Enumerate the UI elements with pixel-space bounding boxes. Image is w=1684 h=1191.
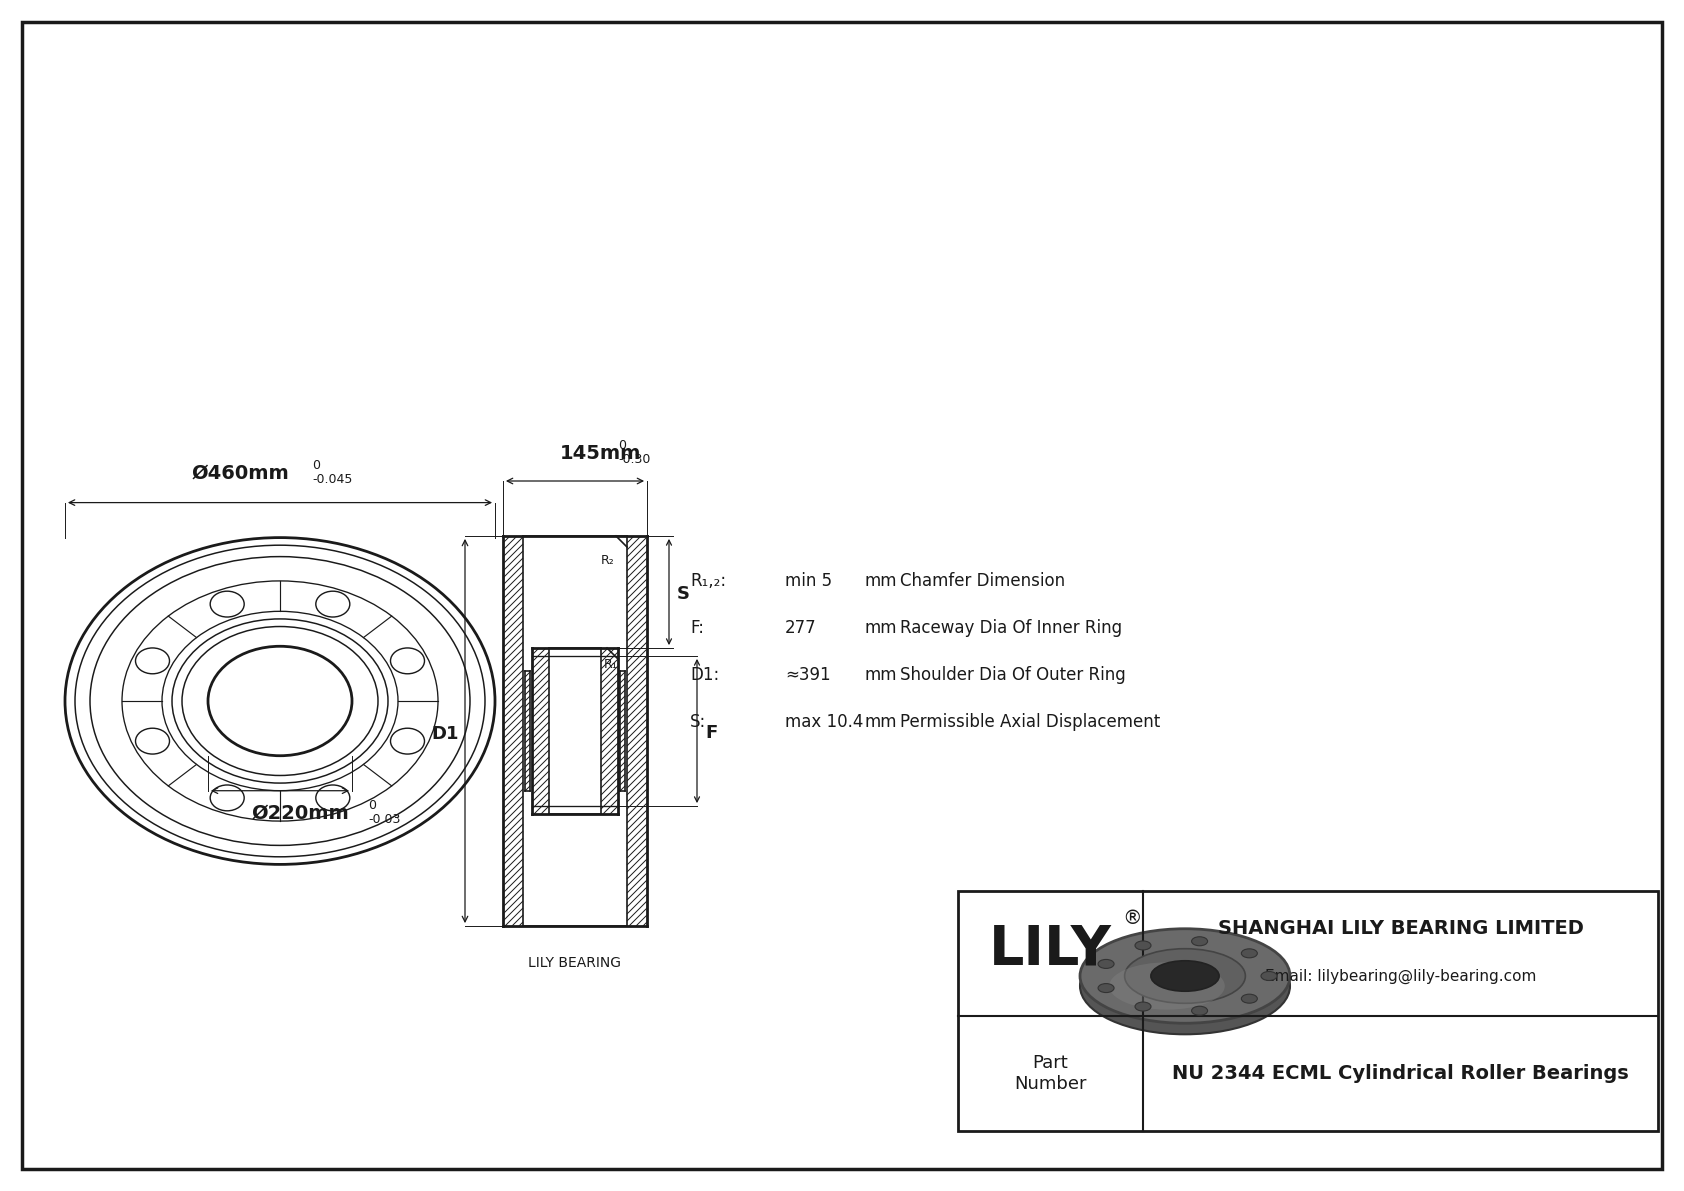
Ellipse shape (1079, 937, 1290, 1034)
Text: S: S (677, 585, 690, 603)
Text: -0.03: -0.03 (369, 812, 401, 825)
Ellipse shape (1241, 994, 1258, 1003)
Ellipse shape (1110, 962, 1224, 1010)
Text: 277: 277 (785, 619, 817, 637)
Ellipse shape (1135, 1002, 1150, 1011)
Ellipse shape (1241, 949, 1258, 958)
Text: S:: S: (690, 713, 706, 731)
Text: mm: mm (866, 713, 898, 731)
Text: ®: ® (1123, 909, 1142, 928)
Ellipse shape (1098, 960, 1115, 968)
Text: R₁: R₁ (605, 657, 618, 671)
Text: Ø460mm: Ø460mm (190, 463, 290, 482)
Text: Email: lilybearing@lily-bearing.com: Email: lilybearing@lily-bearing.com (1265, 968, 1536, 984)
Text: 145mm: 145mm (561, 444, 642, 463)
Ellipse shape (1135, 941, 1150, 950)
Text: 0: 0 (312, 459, 320, 472)
Text: NU 2344 ECML Cylindrical Roller Bearings: NU 2344 ECML Cylindrical Roller Bearings (1172, 1064, 1628, 1083)
Text: 0: 0 (618, 439, 626, 453)
Text: min 5: min 5 (785, 572, 832, 590)
Text: R₂: R₂ (601, 554, 615, 567)
Text: Shoulder Dia Of Outer Ring: Shoulder Dia Of Outer Ring (899, 666, 1125, 684)
Text: SHANGHAI LILY BEARING LIMITED: SHANGHAI LILY BEARING LIMITED (1218, 919, 1583, 939)
Ellipse shape (1150, 961, 1219, 991)
Text: Ø220mm: Ø220mm (251, 804, 349, 823)
Text: D1:: D1: (690, 666, 719, 684)
Text: mm: mm (866, 619, 898, 637)
Text: R₁,₂:: R₁,₂: (690, 572, 726, 590)
Text: -0.30: -0.30 (618, 453, 650, 466)
Text: Permissible Axial Displacement: Permissible Axial Displacement (899, 713, 1160, 731)
Text: Raceway Dia Of Inner Ring: Raceway Dia Of Inner Ring (899, 619, 1122, 637)
Text: Chamfer Dimension: Chamfer Dimension (899, 572, 1064, 590)
Text: LILY: LILY (989, 923, 1111, 977)
Text: -0.045: -0.045 (312, 473, 352, 486)
Ellipse shape (1125, 949, 1246, 1003)
Ellipse shape (1079, 929, 1290, 1023)
Text: F:: F: (690, 619, 704, 637)
Text: LILY BEARING: LILY BEARING (529, 956, 621, 969)
Text: mm: mm (866, 666, 898, 684)
Ellipse shape (1098, 984, 1115, 992)
Ellipse shape (1192, 1006, 1207, 1015)
Ellipse shape (1192, 937, 1207, 946)
Text: mm: mm (866, 572, 898, 590)
Text: ≈391: ≈391 (785, 666, 830, 684)
Bar (958, 891, 1659, 1131)
Text: D1: D1 (431, 725, 458, 743)
Text: 0: 0 (369, 799, 376, 812)
Text: max 10.4: max 10.4 (785, 713, 864, 731)
Ellipse shape (1261, 972, 1276, 980)
Text: F: F (706, 724, 717, 742)
Text: Part
Number: Part Number (1014, 1054, 1086, 1093)
